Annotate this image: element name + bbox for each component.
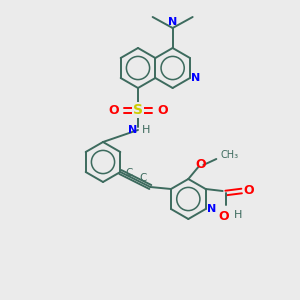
Text: N: N (128, 125, 137, 135)
Text: C: C (140, 173, 147, 183)
Text: O: O (108, 103, 119, 116)
Text: O: O (218, 210, 229, 223)
Text: H: H (234, 210, 242, 220)
Text: N: N (191, 73, 200, 83)
Text: N: N (207, 204, 216, 214)
Text: O: O (157, 103, 168, 116)
Text: O: O (244, 184, 254, 197)
Text: C: C (126, 168, 133, 178)
Text: H: H (142, 125, 150, 135)
Text: O: O (195, 158, 206, 172)
Text: S: S (133, 103, 143, 117)
Text: N: N (168, 17, 177, 27)
Text: CH₃: CH₃ (220, 150, 238, 160)
